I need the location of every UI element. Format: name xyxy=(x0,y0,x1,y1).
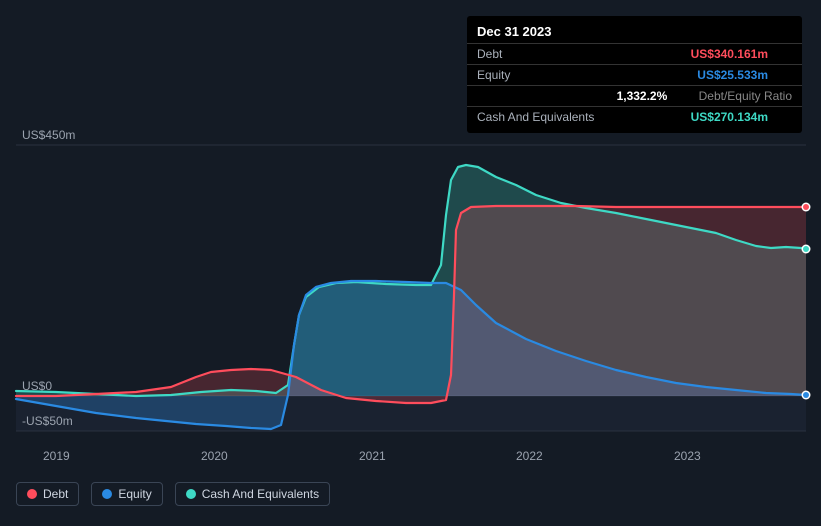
tooltip-row: Equity US$25.533m xyxy=(467,64,802,85)
legend-swatch xyxy=(186,489,196,499)
legend-label: Equity xyxy=(118,487,151,501)
svg-text:2020: 2020 xyxy=(201,449,228,463)
legend-item-equity[interactable]: Equity xyxy=(91,482,162,506)
tooltip-date: Dec 31 2023 xyxy=(467,22,802,43)
chart-legend: Debt Equity Cash And Equivalents xyxy=(16,482,330,506)
legend-item-debt[interactable]: Debt xyxy=(16,482,79,506)
tooltip-row-value: US$270.134m xyxy=(691,110,792,124)
tooltip-row-label: Equity xyxy=(477,68,510,82)
svg-text:US$450m: US$450m xyxy=(22,128,75,142)
svg-text:2019: 2019 xyxy=(43,449,70,463)
tooltip-row: Debt US$340.161m xyxy=(467,43,802,64)
tooltip-row: 1,332.2% Debt/Equity Ratio xyxy=(467,85,802,106)
tooltip-row: Cash And Equivalents US$270.134m xyxy=(467,106,802,127)
tooltip-row-value: US$340.161m xyxy=(691,47,792,61)
tooltip-row-label: Cash And Equivalents xyxy=(477,110,594,124)
legend-swatch xyxy=(27,489,37,499)
chart-tooltip: Dec 31 2023 Debt US$340.161m Equity US$25.5… xyxy=(467,16,802,133)
tooltip-row-value: US$25.533m xyxy=(697,68,792,82)
svg-text:-US$50m: -US$50m xyxy=(22,414,73,428)
legend-swatch xyxy=(102,489,112,499)
tooltip-row-label: Debt xyxy=(477,47,502,61)
legend-label: Debt xyxy=(43,487,68,501)
legend-item-cash-and-equivalents[interactable]: Cash And Equivalents xyxy=(175,482,330,506)
legend-label: Cash And Equivalents xyxy=(202,487,319,501)
tooltip-row-value: 1,332.2% Debt/Equity Ratio xyxy=(617,89,792,103)
svg-text:2022: 2022 xyxy=(516,449,543,463)
svg-text:2023: 2023 xyxy=(674,449,701,463)
financials-chart: US$450mUS$0-US$50m20192020202120222023 D… xyxy=(0,0,821,526)
svg-text:2021: 2021 xyxy=(359,449,386,463)
